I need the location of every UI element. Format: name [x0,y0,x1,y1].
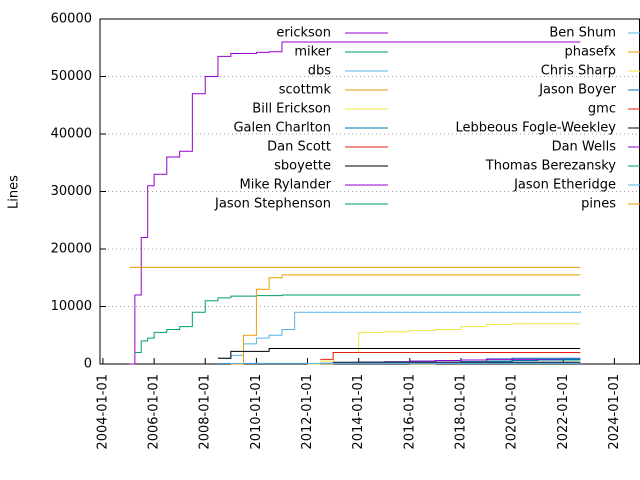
legend-label: scottmk [279,83,332,98]
series-line [129,41,581,365]
y-tick-label: 40000 [51,127,92,142]
x-tick-label: 2012-01-01 [300,374,315,450]
y-tick-label: 60000 [51,12,92,27]
series-line [320,352,581,360]
x-tick-label: 2006-01-01 [147,374,162,450]
legend-label: Dan Wells [552,140,617,155]
legend-label: Bill Erickson [252,102,331,117]
series-line [217,347,581,359]
legend-label: Chris Sharp [541,64,616,79]
legend-label: phasefx [565,45,617,60]
x-tick-label: 2004-01-01 [95,374,110,450]
legend-label: Jason Stephenson [214,197,331,212]
x-tick-label: 2010-01-01 [249,374,264,450]
x-tick-label: 2022-01-01 [556,374,571,450]
x-tick-label: 2020-01-01 [505,374,520,450]
legend-label: dbs [308,64,332,79]
y-tick-label: 30000 [51,184,92,199]
legend-label: erickson [276,26,331,41]
series-line [134,294,581,353]
legend-label: Ben Shum [549,26,616,41]
legend-label: pines [581,197,616,212]
y-tick-label: 50000 [51,69,92,84]
legend-label: miker [294,45,331,60]
legend-label: Galen Charlton [233,121,331,136]
legend-label: Jason Etheridge [513,178,616,193]
x-tick-label: 2018-01-01 [453,374,468,450]
legend-label: Mike Rylander [240,178,332,193]
x-tick-label: 2024-01-01 [607,374,622,450]
y-tick-label: 10000 [51,299,92,314]
series-line [230,274,581,365]
x-tick-label: 2014-01-01 [351,374,366,450]
legend-label: gmc [588,102,616,117]
y-tick-label: 20000 [51,242,92,257]
y-tick-label: 0 [84,357,92,372]
y-axis-label: Lines [7,175,22,209]
legend-label: Thomas Berezansky [485,159,617,174]
legend-label: sboyette [274,159,331,174]
legend-label: Dan Scott [267,140,331,155]
legend-label: Jason Boyer [538,83,616,98]
legend-label: Lebbeous Fogle-Weekley [455,121,616,136]
series-line [217,311,581,359]
x-tick-label: 2016-01-01 [402,374,417,450]
x-tick-label: 2008-01-01 [198,374,213,450]
